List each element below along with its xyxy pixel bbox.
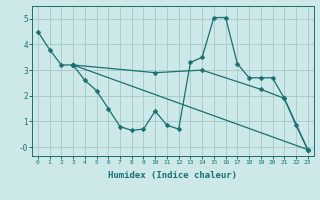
X-axis label: Humidex (Indice chaleur): Humidex (Indice chaleur) bbox=[108, 171, 237, 180]
